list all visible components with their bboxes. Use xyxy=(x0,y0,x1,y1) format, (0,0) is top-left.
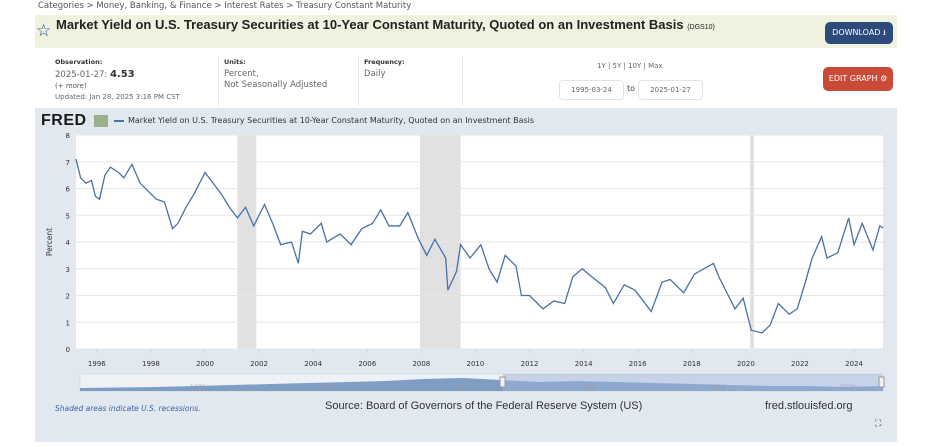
navigator-selection xyxy=(503,374,883,391)
title-bar xyxy=(35,15,897,48)
y-tick-label: 0 xyxy=(66,346,70,354)
units-label: Units: xyxy=(224,58,246,66)
frequency-label: Frequency: xyxy=(364,58,405,66)
date-to-input[interactable]: 2025-01-27 xyxy=(638,80,703,100)
edit-graph-button[interactable]: EDIT GRAPH ⚙ xyxy=(823,67,893,91)
y-tick-label: 2 xyxy=(66,293,70,301)
x-tick-label: 2016 xyxy=(629,360,647,368)
x-tick-label: 2002 xyxy=(250,360,268,368)
x-tick-label: 2020 xyxy=(737,360,755,368)
y-tick-label: 8 xyxy=(66,132,70,140)
x-tick-label: 1996 xyxy=(88,360,106,368)
gear-icon: ⚙ xyxy=(880,74,888,83)
recession-note: Shaded areas indicate U.S. recessions. xyxy=(55,404,201,413)
navigator-label: 2020 xyxy=(840,384,855,391)
observation-date: 2025-01-27: xyxy=(55,70,108,80)
x-tick-label: 2004 xyxy=(304,360,322,368)
navigator-handle-right xyxy=(878,376,885,388)
x-tick-label: 2010 xyxy=(467,360,485,368)
navigator-handle-left xyxy=(499,376,506,388)
legend-label: Market Yield on U.S. Treasury Securities… xyxy=(128,116,535,125)
edit-graph-label: EDIT GRAPH xyxy=(828,74,878,83)
frequency-value: Daily xyxy=(364,69,386,79)
divider xyxy=(358,56,359,106)
navigator-label: 1980 xyxy=(320,384,335,391)
more-link[interactable]: (+ more) xyxy=(55,82,87,90)
units-block: Units: Percent, Not Seasonally Adjusted xyxy=(224,58,327,90)
y-tick-label: 6 xyxy=(66,186,71,194)
x-tick-label: 2006 xyxy=(358,360,376,368)
download-icon: ⭳ xyxy=(883,28,886,37)
observation-block: Observation: 2025-01-27: 4.53 (+ more) U… xyxy=(55,58,180,101)
breadcrumb[interactable]: Categories > Money, Banking, & Finance >… xyxy=(38,1,412,11)
observation-value: 4.53 xyxy=(109,69,135,80)
fred-logo: FRED xyxy=(41,112,87,129)
star-icon[interactable]: ☆ xyxy=(36,21,52,41)
navigator-label: 1990 xyxy=(450,384,465,391)
download-label: DOWNLOAD xyxy=(832,28,881,37)
divider xyxy=(218,56,219,106)
updated-text: Updated: Jan 28, 2025 3:16 PM CST xyxy=(55,93,180,101)
x-tick-label: 2024 xyxy=(845,360,863,368)
y-tick-label: 3 xyxy=(66,266,70,274)
x-tick-label: 2018 xyxy=(683,360,701,368)
y-tick-label: 4 xyxy=(66,239,71,247)
x-tick-label: 2008 xyxy=(412,360,430,368)
legend-line xyxy=(114,120,124,122)
download-button[interactable]: DOWNLOAD ⭳ xyxy=(825,22,893,44)
observation-label: Observation: xyxy=(55,58,103,66)
series-id: (DGS10) xyxy=(687,24,715,31)
x-tick-label: 2012 xyxy=(521,360,539,368)
title-text: Market Yield on U.S. Treasury Securities… xyxy=(56,17,684,32)
x-tick-label: 2000 xyxy=(196,360,214,368)
range-links[interactable]: 1Y | 5Y | 10Y | Max xyxy=(597,62,663,70)
units-line1: Percent, xyxy=(224,69,259,79)
y-tick-label: 7 xyxy=(66,159,70,167)
y-tick-label: 1 xyxy=(66,319,70,327)
site-link[interactable]: fred.stlouisfed.org xyxy=(765,400,853,412)
x-tick-label: 2022 xyxy=(791,360,809,368)
divider xyxy=(462,56,463,106)
fullscreen-icon[interactable]: ⛶ xyxy=(875,419,882,429)
date-from-input[interactable]: 1995-03-24 xyxy=(559,80,624,100)
fred-logo-graph-icon xyxy=(94,115,108,127)
navigator-label: 1970 xyxy=(190,384,205,391)
units-line2: Not Seasonally Adjusted xyxy=(224,80,328,90)
series-line xyxy=(75,158,884,334)
source-text: Source: Board of Governors of the Federa… xyxy=(325,400,643,412)
to-label: to xyxy=(627,84,636,93)
x-tick-label: 2014 xyxy=(575,360,593,368)
x-tick-label: 1998 xyxy=(142,360,160,368)
frequency-block: Frequency: Daily xyxy=(364,58,405,79)
page-title: Market Yield on U.S. Treasury Securities… xyxy=(56,17,811,35)
y-tick-label: 5 xyxy=(66,212,70,220)
navigator-label: 2000 xyxy=(580,384,595,391)
y-axis-label: Percent xyxy=(45,228,54,256)
navigator-label: 2010 xyxy=(710,384,725,391)
